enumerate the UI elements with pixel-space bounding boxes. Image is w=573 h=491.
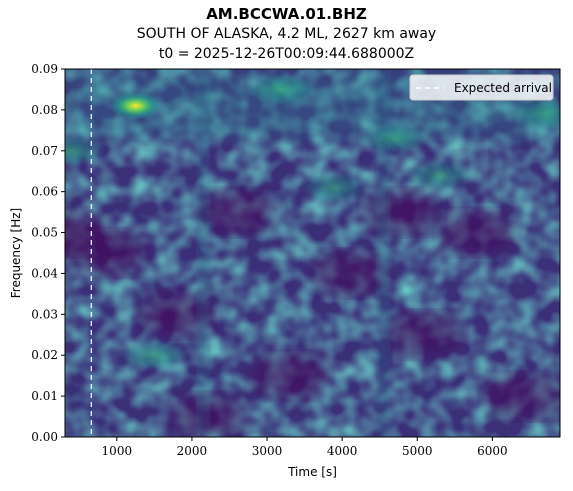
low-energy-region <box>439 210 516 255</box>
y-tick-label: 0.04 <box>31 266 58 280</box>
energy-hotspot <box>360 122 429 155</box>
y-tick-label: 0.00 <box>31 430 58 444</box>
energy-hotspot <box>405 159 474 192</box>
low-energy-region <box>138 292 215 337</box>
x-tick-label: 5000 <box>402 444 433 458</box>
plot-frame <box>64 68 561 438</box>
energy-hotspot <box>65 134 106 167</box>
y-tick-label: 0.07 <box>31 144 58 158</box>
low-energy-region <box>199 190 276 235</box>
event-subtitle: SOUTH OF ALASKA, 4.2 ML, 2627 km away <box>136 26 437 42</box>
y-tick-label: 0.08 <box>31 103 58 117</box>
y-tick-label: 0.02 <box>31 348 58 362</box>
energy-hotspot <box>510 97 560 130</box>
chart-title: AM.BCCWA.01.BHZ <box>206 5 367 23</box>
spectrogram-image <box>65 69 560 437</box>
low-energy-region <box>311 251 388 296</box>
plot-area <box>64 68 561 438</box>
origin-time-subtitle: t0 = 2025-12-26T00:09:44.688000Z <box>158 46 415 62</box>
low-energy-region <box>386 312 463 357</box>
x-axis: 1000 2000 3000 4000 5000 6000 <box>102 437 508 458</box>
low-energy-region <box>71 231 148 275</box>
low-energy-region <box>484 374 560 419</box>
y-tick-label: 0.05 <box>31 226 58 240</box>
energy-hotspot <box>248 73 317 106</box>
energy-hotspot <box>109 91 162 120</box>
low-energy-region <box>364 190 441 235</box>
x-axis-label: Time [s] <box>287 465 337 479</box>
energy-hotspot <box>300 171 369 204</box>
x-tick-label: 2000 <box>177 444 208 458</box>
y-axis-label: Frequency [Hz] <box>9 208 23 299</box>
y-tick-label: 0.03 <box>31 307 58 321</box>
x-tick-label: 6000 <box>477 444 508 458</box>
low-energy-region <box>251 353 328 398</box>
y-axis: 0.00 0.01 0.02 0.03 0.04 0.05 0.06 0.07 0.08 0.09 <box>31 62 65 444</box>
legend: Expected arrival <box>409 74 554 101</box>
x-tick-label: 3000 <box>252 444 283 458</box>
y-tick-label: 0.06 <box>31 185 58 199</box>
energy-hotspot <box>120 339 189 372</box>
y-tick-label: 0.01 <box>31 389 58 403</box>
legend-label-expected-arrival: Expected arrival <box>454 81 552 95</box>
x-tick-label: 1000 <box>102 444 133 458</box>
legend-box <box>409 74 554 101</box>
x-tick-label: 4000 <box>327 444 358 458</box>
energy-streak <box>197 69 210 437</box>
y-tick-label: 0.09 <box>31 62 58 76</box>
energy-streak <box>377 69 390 437</box>
